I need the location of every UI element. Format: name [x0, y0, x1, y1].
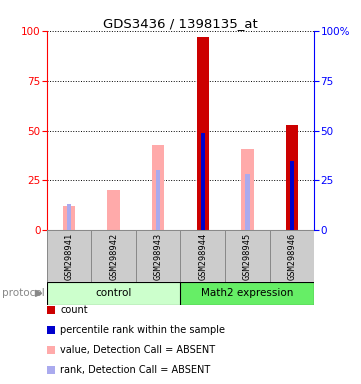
Text: value, Detection Call = ABSENT: value, Detection Call = ABSENT [60, 345, 216, 355]
Bar [136, 230, 180, 282]
Bar [47, 282, 180, 305]
Text: protocol: protocol [2, 288, 44, 298]
Bar [286, 124, 298, 230]
Text: GSM298944: GSM298944 [198, 233, 207, 280]
Bar [180, 282, 314, 305]
Bar [180, 230, 225, 282]
Text: GSM298946: GSM298946 [287, 233, 296, 280]
Bar [196, 37, 209, 230]
Bar [67, 204, 71, 230]
Bar [91, 230, 136, 282]
Title: GDS3436 / 1398135_at: GDS3436 / 1398135_at [103, 17, 258, 30]
Text: GSM298941: GSM298941 [65, 233, 74, 280]
Bar [225, 230, 270, 282]
Text: GSM298942: GSM298942 [109, 233, 118, 280]
Bar [47, 230, 91, 282]
Bar [270, 230, 314, 282]
Text: rank, Detection Call = ABSENT: rank, Detection Call = ABSENT [60, 365, 210, 375]
Bar [245, 174, 249, 230]
Bar [290, 161, 294, 230]
Text: percentile rank within the sample: percentile rank within the sample [60, 325, 225, 335]
Bar [152, 144, 165, 230]
Bar [241, 149, 253, 230]
Text: count: count [60, 305, 88, 315]
Bar [201, 132, 205, 230]
Text: control: control [96, 288, 132, 298]
Text: GSM298943: GSM298943 [154, 233, 163, 280]
Bar [108, 190, 120, 230]
Text: GSM298945: GSM298945 [243, 233, 252, 280]
Bar [63, 207, 75, 230]
Bar [156, 170, 160, 230]
Text: Math2 expression: Math2 expression [201, 288, 293, 298]
